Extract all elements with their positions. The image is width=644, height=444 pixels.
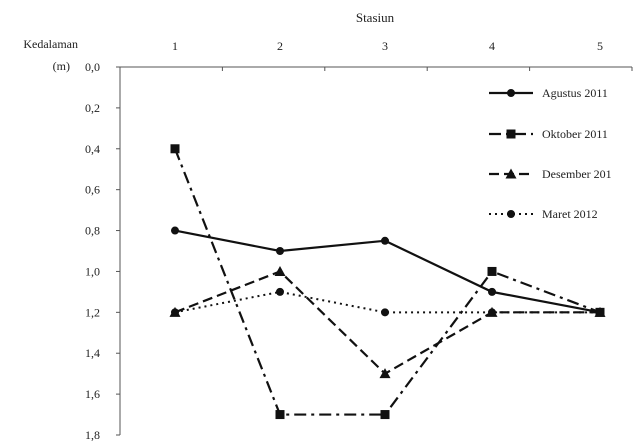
legend: Agustus 2011 Oktober 2011 Desember 201 Mare… xyxy=(489,86,612,221)
data-point xyxy=(380,410,390,420)
y-axis-label-line2: (m) xyxy=(53,59,70,73)
y-tick-label: 1,4 xyxy=(85,346,100,360)
data-point xyxy=(276,247,284,255)
y-tick-label: 0,6 xyxy=(85,183,100,197)
data-point xyxy=(381,308,389,317)
data-point xyxy=(596,308,604,317)
legend-entry: Agustus 2011 xyxy=(489,86,608,100)
series-3 xyxy=(169,265,606,379)
y-tick-label: 0,2 xyxy=(85,101,100,115)
x-tick-label: 3 xyxy=(382,39,388,53)
data-point xyxy=(506,129,516,139)
data-point xyxy=(381,236,389,245)
data-point xyxy=(379,368,391,379)
data-point xyxy=(505,168,517,179)
legend-label: Maret 2012 xyxy=(542,207,598,221)
legend-label: Oktober 2011 xyxy=(542,127,608,141)
data-point xyxy=(275,410,285,420)
data-point xyxy=(274,265,286,276)
x-tick-label: 5 xyxy=(597,39,603,53)
data-point xyxy=(507,89,515,97)
x-tick-label: 1 xyxy=(172,39,178,53)
data-point xyxy=(171,308,179,317)
legend-entry: Oktober 2011 xyxy=(489,127,608,141)
y-tick-label: 1,8 xyxy=(85,428,100,442)
data-point xyxy=(488,287,496,296)
legend-label: Agustus 2011 xyxy=(542,86,608,100)
data-point xyxy=(171,226,179,235)
x-axis-title: Stasiun xyxy=(356,10,395,25)
legend-entry: Desember 201 xyxy=(489,167,612,181)
x-tick-label: 2 xyxy=(277,39,283,53)
data-point xyxy=(170,144,180,154)
y-tick-label: 1,6 xyxy=(85,387,100,401)
data-point xyxy=(488,308,496,317)
legend-entry: Maret 2012 xyxy=(489,207,598,221)
series-line xyxy=(174,270,600,376)
data-point xyxy=(507,210,515,218)
legend-label: Desember 201 xyxy=(542,167,612,181)
y-tick-label: 1,2 xyxy=(85,305,100,319)
x-tick-label: 4 xyxy=(489,39,495,53)
series-layer xyxy=(169,144,606,420)
y-tick-label: 1,0 xyxy=(85,264,100,278)
y-tick-label: 0,4 xyxy=(85,142,100,156)
series-1 xyxy=(171,226,604,317)
y-tick-label: 0,8 xyxy=(85,224,100,238)
data-point xyxy=(276,287,284,296)
axes: 1 2 3 4 5 0,0 0,2 0,4 0,6 0,8 1,0 1,2 1,4 1,6 1,8 xyxy=(85,39,633,442)
y-tick-label: 0,0 xyxy=(85,60,100,74)
series-4 xyxy=(171,287,604,317)
data-point xyxy=(487,266,497,276)
series-line xyxy=(173,148,601,416)
y-axis-label-line1: Kedalaman xyxy=(23,37,78,51)
